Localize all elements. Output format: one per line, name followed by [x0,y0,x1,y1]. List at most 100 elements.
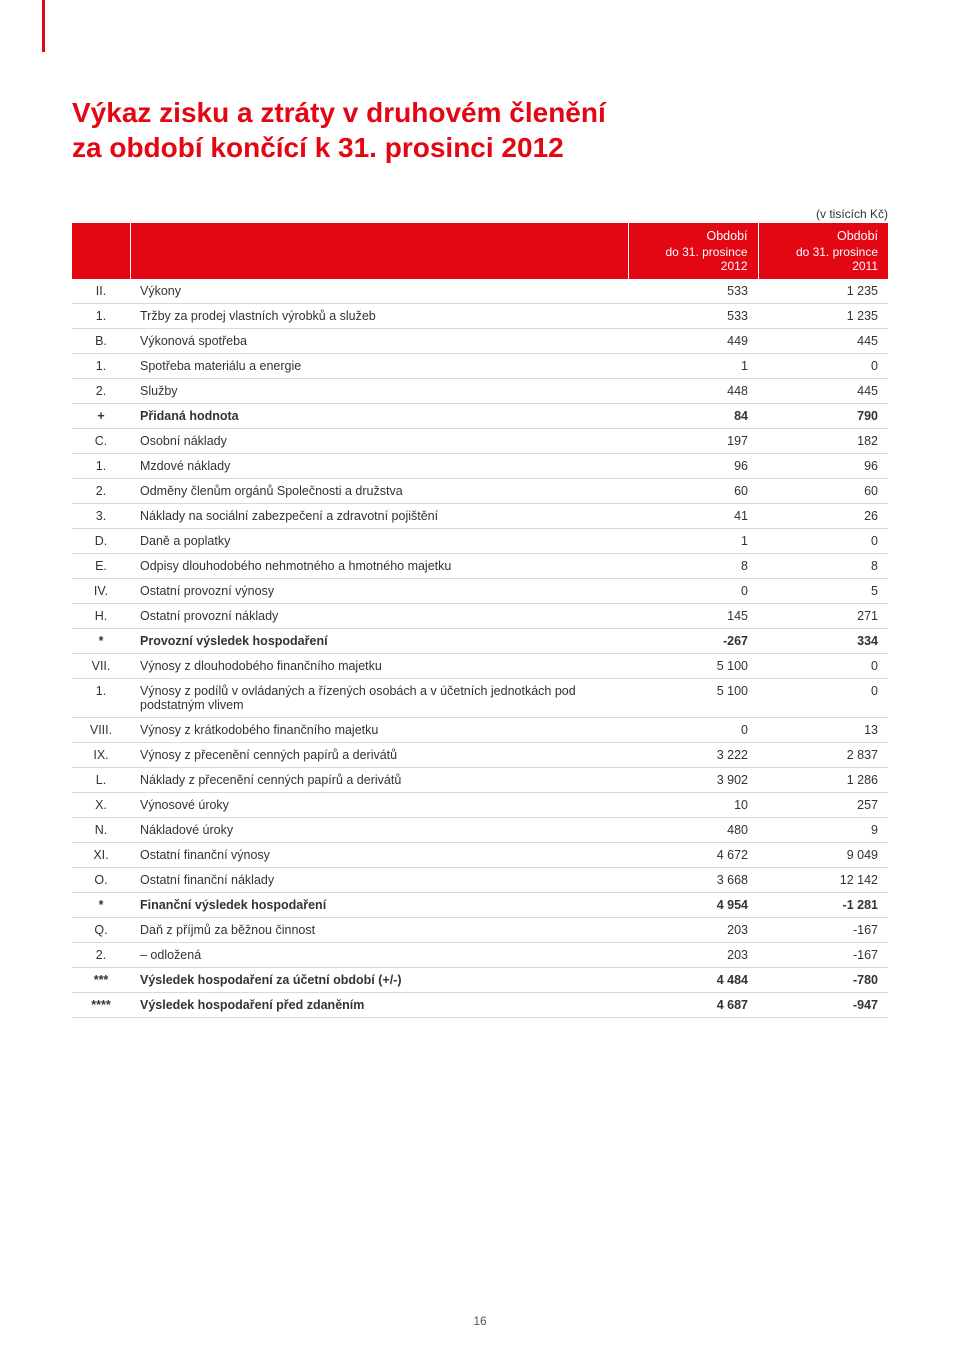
row-value-2012: 0 [628,579,758,604]
row-value-2012: 10 [628,793,758,818]
row-label: Odpisy dlouhodobého nehmotného a hmotnéh… [130,554,628,579]
table-row: 3.Náklady na sociální zabezpečení a zdra… [72,504,888,529]
page-number: 16 [0,1314,960,1328]
row-value-2011: -1 281 [758,893,888,918]
unit-note: (v tisících Kč) [72,207,888,221]
table-row: X.Výnosové úroky10257 [72,793,888,818]
row-value-2011: 1 235 [758,279,888,304]
header-blank-label [130,223,628,245]
income-statement-table: Období Období do 31. prosince 2012 do 31… [72,223,888,1018]
row-value-2012: 3 902 [628,768,758,793]
table-row: VIII.Výnosy z krátkodobého finančního ma… [72,718,888,743]
table-row: H.Ostatní provozní náklady145271 [72,604,888,629]
row-code: II. [72,279,130,304]
row-value-2011: 445 [758,379,888,404]
row-label: Ostatní provozní výnosy [130,579,628,604]
row-value-2011: 790 [758,404,888,429]
row-value-2011: 271 [758,604,888,629]
row-code: VIII. [72,718,130,743]
row-value-2012: 5 100 [628,679,758,718]
row-label: Výnosy z přecenění cenných papírů a deri… [130,743,628,768]
row-code: B. [72,329,130,354]
row-label: – odložená [130,943,628,968]
row-code: O. [72,868,130,893]
table-row: Q.Daň z příjmů za běžnou činnost203-167 [72,918,888,943]
row-label: Výkony [130,279,628,304]
header-period-2012: Období [628,223,758,245]
row-value-2011: 334 [758,629,888,654]
table-row: +Přidaná hodnota84790 [72,404,888,429]
table-row: 2.Služby448445 [72,379,888,404]
table-row: 2.– odložená203-167 [72,943,888,968]
table-row: IX.Výnosy z přecenění cenných papírů a d… [72,743,888,768]
row-value-2011: 96 [758,454,888,479]
row-label: Ostatní finanční výnosy [130,843,628,868]
row-label: Mzdové náklady [130,454,628,479]
row-value-2012: 203 [628,943,758,968]
row-code: Q. [72,918,130,943]
row-value-2012: 4 954 [628,893,758,918]
header-date-2012: do 31. prosince 2012 [628,245,758,279]
row-code: *** [72,968,130,993]
row-code: L. [72,768,130,793]
table-row: 1.Mzdové náklady9696 [72,454,888,479]
row-value-2011: 12 142 [758,868,888,893]
row-value-2012: 1 [628,529,758,554]
row-value-2012: 3 668 [628,868,758,893]
row-code: N. [72,818,130,843]
row-value-2012: 3 222 [628,743,758,768]
title-line-1: Výkaz zisku a ztráty v druhovém členění [72,97,606,128]
row-code: **** [72,993,130,1018]
row-label: Daň z příjmů za běžnou činnost [130,918,628,943]
table-row: ***Výsledek hospodaření za účetní období… [72,968,888,993]
row-code: C. [72,429,130,454]
row-label: Výsledek hospodaření za účetní období (+… [130,968,628,993]
row-label: Výnosy z podílů v ovládaných a řízených … [130,679,628,718]
header-blank-code [72,223,130,245]
table-row: B.Výkonová spotřeba449445 [72,329,888,354]
header-blank-label-2 [130,245,628,279]
row-label: Náklady na sociální zabezpečení a zdravo… [130,504,628,529]
row-code: + [72,404,130,429]
row-value-2012: 1 [628,354,758,379]
row-label: Ostatní provozní náklady [130,604,628,629]
row-value-2012: 145 [628,604,758,629]
row-code: 1. [72,679,130,718]
row-code: E. [72,554,130,579]
table-row: D.Daně a poplatky10 [72,529,888,554]
row-code: 1. [72,354,130,379]
row-code: 1. [72,454,130,479]
row-value-2011: -947 [758,993,888,1018]
table-row: 1.Výnosy z podílů v ovládaných a řízenýc… [72,679,888,718]
table-row: *Finanční výsledek hospodaření4 954-1 28… [72,893,888,918]
row-label: Výnosové úroky [130,793,628,818]
table-row: VII.Výnosy z dlouhodobého finančního maj… [72,654,888,679]
row-label: Osobní náklady [130,429,628,454]
row-value-2011: 2 837 [758,743,888,768]
row-value-2012: 96 [628,454,758,479]
row-value-2011: 1 286 [758,768,888,793]
row-code: D. [72,529,130,554]
row-label: Odměny členům orgánů Společnosti a družs… [130,479,628,504]
row-value-2012: 4 484 [628,968,758,993]
table-row: E.Odpisy dlouhodobého nehmotného a hmotn… [72,554,888,579]
table-header: Období Období do 31. prosince 2012 do 31… [72,223,888,279]
row-value-2012: 480 [628,818,758,843]
row-code: 2. [72,943,130,968]
row-value-2011: 8 [758,554,888,579]
row-code: IX. [72,743,130,768]
row-value-2011: 60 [758,479,888,504]
table-row: O.Ostatní finanční náklady3 66812 142 [72,868,888,893]
row-value-2011: 0 [758,679,888,718]
row-value-2011: 9 [758,818,888,843]
row-value-2011: -780 [758,968,888,993]
table-row: 1.Tržby za prodej vlastních výrobků a sl… [72,304,888,329]
row-code: H. [72,604,130,629]
row-label: Výnosy z dlouhodobého finančního majetku [130,654,628,679]
row-value-2011: 1 235 [758,304,888,329]
row-code: 2. [72,379,130,404]
row-label: Výnosy z krátkodobého finančního majetku [130,718,628,743]
row-label: Přidaná hodnota [130,404,628,429]
table-row: ****Výsledek hospodaření před zdaněním4 … [72,993,888,1018]
row-value-2011: 445 [758,329,888,354]
